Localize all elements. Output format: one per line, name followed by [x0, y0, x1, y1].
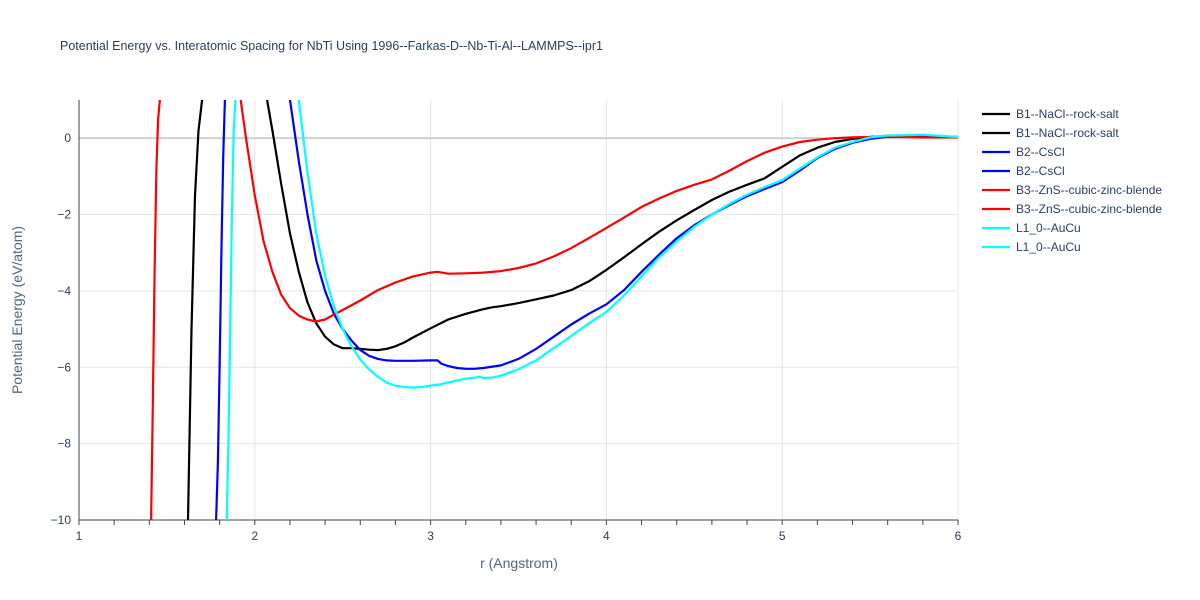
- y-tick-label: −2: [57, 208, 71, 222]
- legend-label: B3--ZnS--cubic-zinc-blende: [1016, 202, 1162, 216]
- x-tick-label: 2: [251, 529, 258, 543]
- series-line-0: [186, 100, 204, 520]
- grid: [79, 100, 959, 520]
- x-tick-label: 6: [955, 529, 962, 543]
- x-tick-label: 5: [779, 529, 786, 543]
- legend-label: B3--ZnS--cubic-zinc-blende: [1016, 183, 1162, 197]
- legend: B1--NaCl--rock-salt B1--NaCl--rock-salt B2…: [982, 107, 1162, 254]
- y-tick-label: −10: [51, 513, 72, 527]
- x-tick-label: 3: [427, 529, 434, 543]
- series-line-5: [239, 100, 958, 323]
- axis-ticks: 1 2 3 4 5 6 0 −2 −4 −6 −8 −10: [51, 100, 962, 543]
- series-line-1: [266, 100, 958, 352]
- series-line-6: [225, 100, 237, 520]
- y-tick-label: 0: [64, 131, 71, 145]
- y-tick-label: −4: [57, 284, 71, 298]
- x-tick-label: 1: [76, 529, 83, 543]
- series-line-7: [297, 100, 958, 389]
- plot-lines: [150, 100, 958, 520]
- y-tick-label: −6: [57, 360, 71, 374]
- y-tick-label: −8: [57, 437, 71, 451]
- x-axis-title: r (Angstrom): [480, 555, 558, 571]
- series-line-2: [215, 100, 226, 520]
- y-axis-title: Potential Energy (eV/atom): [9, 226, 25, 394]
- x-tick-label: 4: [603, 529, 610, 543]
- legend-label: B1--NaCl--rock-salt: [1016, 107, 1119, 121]
- legend-label: B1--NaCl--rock-salt: [1016, 126, 1119, 140]
- legend-label: B2--CsCl: [1016, 145, 1065, 159]
- legend-label: L1_0--AuCu: [1016, 240, 1081, 254]
- series-line-4: [150, 100, 161, 520]
- chart-title: Potential Energy vs. Interatomic Spacing…: [60, 39, 603, 53]
- legend-label: B2--CsCl: [1016, 164, 1065, 178]
- legend-label: L1_0--AuCu: [1016, 221, 1081, 235]
